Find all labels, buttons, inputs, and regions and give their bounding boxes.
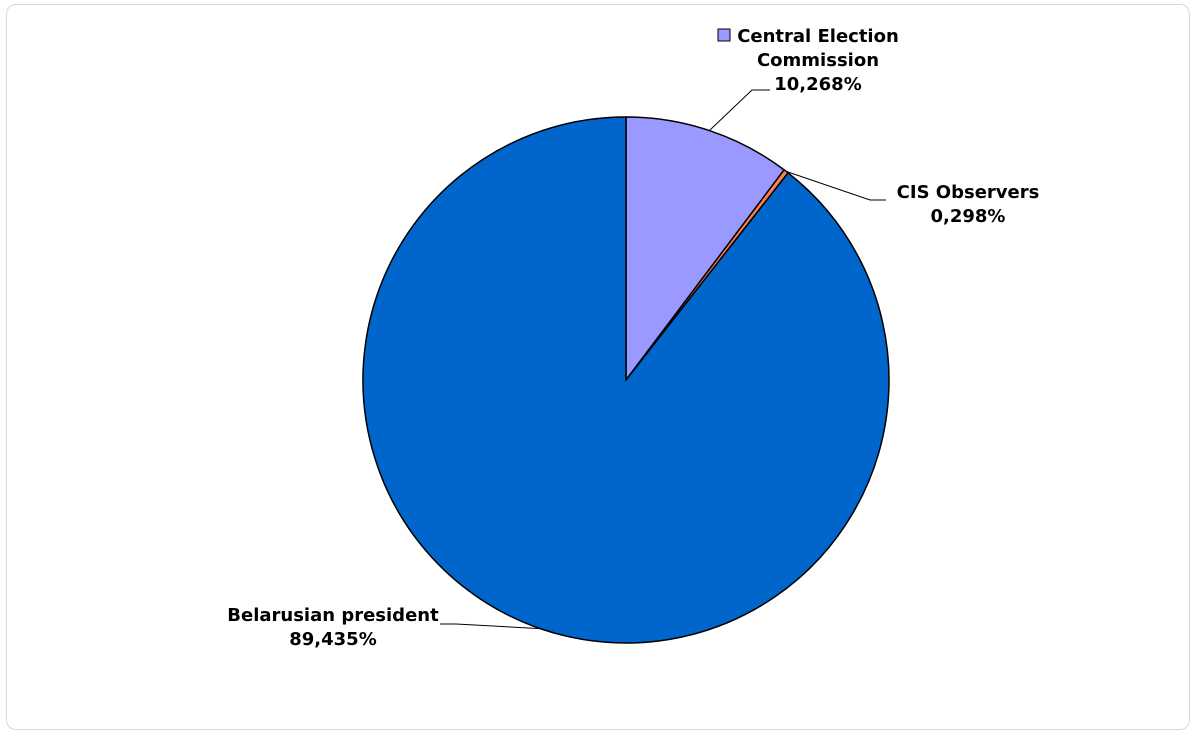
leader-line-2 (440, 623, 541, 630)
pie-slice-central-election-commission (625, 116, 786, 383)
value-belarusian-president: 89,435% (289, 629, 377, 650)
leader-line-0 (709, 89, 770, 131)
label-central-election-commission-line1: Central Election (737, 26, 899, 47)
label-central-election-commission-line2: Commission (757, 50, 879, 71)
pie-slice-belarusian-president (362, 116, 890, 644)
leader-line-1 (785, 170, 886, 201)
legend-key-central-election-commission (717, 28, 731, 42)
label-cis-observers: CIS Observers (897, 182, 1040, 203)
value-cis-observers: 0,298% (931, 206, 1006, 227)
label-belarusian-president: Belarusian president (227, 605, 439, 626)
value-central-election-commission: 10,268% (774, 74, 862, 95)
